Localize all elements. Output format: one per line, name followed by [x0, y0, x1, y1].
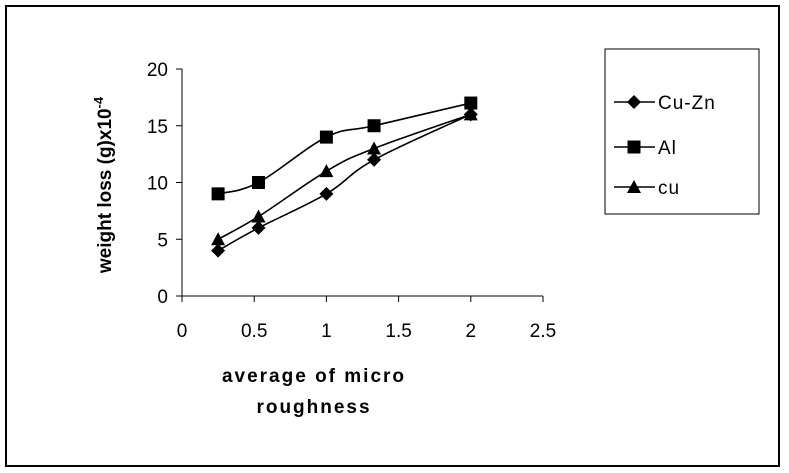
series-al [211, 96, 478, 201]
series-cu [211, 107, 478, 246]
y-axis-title-exponent: -4 [91, 96, 106, 108]
y-tick-label: 20 [147, 60, 168, 81]
y-axis-title: weight loss (g)x10-4 [91, 96, 116, 274]
legend-label-al: Al [658, 138, 677, 159]
y-axis-title-text: weight loss (g)x10 [95, 108, 116, 274]
data-point-al [319, 130, 333, 144]
data-point-al [252, 176, 266, 189]
x-tick-label: 2.5 [530, 321, 556, 342]
data-point-al [464, 96, 478, 110]
x-tick-label: 1.5 [385, 321, 411, 342]
line-chart: 0 5 10 15 20 0 0.5 1 1.5 2 2.5 average of micro ro… [91, 48, 760, 418]
data-point-cu [319, 164, 334, 178]
data-point-cu [367, 141, 382, 155]
series-group [211, 96, 478, 258]
legend-label-cu: cu [658, 178, 680, 199]
legend-box [604, 48, 760, 215]
data-point-cu [463, 107, 478, 121]
data-point-cu-zn [319, 186, 334, 201]
x-tick-label: 2 [466, 321, 477, 342]
data-point-cu-zn [367, 152, 382, 167]
data-point-al [367, 119, 381, 133]
y-tick-label: 5 [157, 230, 168, 251]
axes: 0 5 10 15 20 0 0.5 1 1.5 2 2.5 [147, 60, 556, 342]
y-tick-label: 10 [147, 174, 168, 195]
x-axis-title-line-1: average of micro [222, 366, 406, 387]
legend-label-cu-zn: Cu-Zn [658, 93, 716, 114]
data-point-cu [211, 232, 226, 246]
x-tick-label: 0 [177, 321, 188, 342]
x-axis-title-line-2: roughness [256, 397, 371, 418]
data-point-al [211, 187, 225, 201]
data-point-cu-zn [211, 243, 226, 258]
x-tick-label: 0.5 [241, 321, 267, 342]
chart-frame: 0 5 10 15 20 0 0.5 1 1.5 2 2.5 average of micro ro… [5, 5, 780, 467]
y-tick-label: 0 [157, 287, 168, 308]
legend: Cu-Zn Al cu [604, 48, 760, 215]
y-tick-label: 15 [147, 117, 168, 138]
data-point-cu [251, 209, 266, 223]
legend-marker-cu-zn [627, 95, 641, 109]
data-point-cu-zn [251, 220, 266, 235]
legend-marker-cu [627, 180, 641, 193]
x-tick-label: 1 [321, 321, 332, 342]
legend-marker-al [627, 140, 641, 154]
